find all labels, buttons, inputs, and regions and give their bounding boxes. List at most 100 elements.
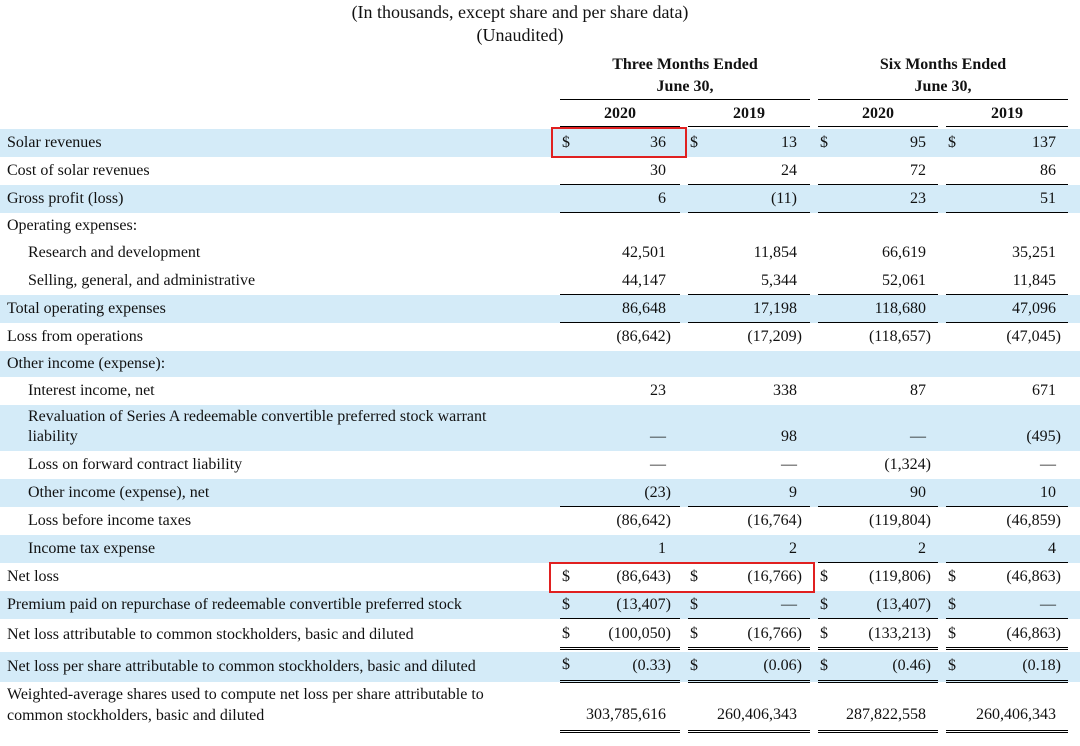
value-h-2019: 35,251 bbox=[1012, 244, 1056, 261]
period-line-1: Six Months Ended bbox=[879, 56, 1007, 73]
value-h-2020: — bbox=[910, 428, 926, 445]
value-q-2020: (100,050) bbox=[608, 625, 671, 642]
value-h-2020: 66,619 bbox=[882, 244, 926, 261]
value-h-2019: 86 bbox=[1040, 162, 1056, 179]
sum-rule bbox=[818, 562, 938, 563]
dollar-sign: $ bbox=[820, 625, 828, 642]
sum-rule bbox=[688, 322, 810, 323]
value-q-2020: — bbox=[650, 456, 666, 473]
row-label: Premium paid on repurchase of redeemable… bbox=[7, 596, 462, 613]
row-selling-general-admin: Selling, general, and administrative 44,… bbox=[0, 267, 1080, 295]
value-h-2020: (119,806) bbox=[868, 568, 931, 585]
sum-rule bbox=[946, 322, 1068, 323]
value-q-2019: (16,766) bbox=[747, 625, 802, 642]
year-header-q-2019: 2019 bbox=[733, 105, 765, 122]
value-h-2020: 287,822,558 bbox=[846, 706, 926, 723]
row-label: Interest income, net bbox=[28, 382, 155, 399]
row-label: Loss on forward contract liability bbox=[28, 456, 243, 473]
value-q-2019: 260,406,343 bbox=[717, 706, 797, 723]
value-h-2019: — bbox=[1040, 456, 1056, 473]
total-double-rule bbox=[946, 730, 1068, 733]
highlight-box-solar-revenues bbox=[551, 127, 687, 158]
row-loss-forward-contract: Loss on forward contract liability — — (… bbox=[0, 451, 1080, 479]
value-h-2019: 10 bbox=[1040, 484, 1056, 501]
dollar-sign: $ bbox=[690, 625, 698, 642]
value-h-2019: 11,845 bbox=[1012, 272, 1056, 289]
row-label: Net loss attributable to common stockhol… bbox=[7, 626, 414, 643]
row-label: Net loss per share attributable to commo… bbox=[7, 658, 476, 675]
year-rule bbox=[818, 126, 938, 127]
row-label: Loss from operations bbox=[7, 328, 143, 345]
row-revaluation-warrant-liability: Revaluation of Series A redeemable conve… bbox=[0, 405, 1080, 451]
row-label: Revaluation of Series A redeemable conve… bbox=[28, 408, 487, 425]
sum-rule bbox=[818, 294, 938, 295]
sum-rule bbox=[818, 212, 938, 213]
value-q-2020: 86,648 bbox=[622, 300, 666, 317]
row-label: Other income (expense): bbox=[7, 355, 166, 372]
total-double-rule bbox=[560, 647, 680, 650]
period-header-three-months: Three Months Ended June 30, bbox=[560, 54, 810, 98]
value-q-2019: (0.06) bbox=[763, 657, 802, 674]
value-h-2019: (46,863) bbox=[1006, 568, 1061, 585]
dollar-sign: $ bbox=[690, 134, 698, 151]
value-h-2019: 4 bbox=[1048, 540, 1056, 557]
value-h-2019: 47,096 bbox=[1012, 300, 1056, 317]
total-double-rule bbox=[560, 680, 680, 683]
row-label: Income tax expense bbox=[28, 540, 156, 557]
statement-subtitle: (In thousands, except share and per shar… bbox=[351, 2, 689, 22]
value-h-2020: 95 bbox=[910, 134, 926, 151]
row-cost-of-solar-revenues: Cost of solar revenues 30 24 72 86 bbox=[0, 157, 1080, 185]
year-header-h-2020: 2020 bbox=[862, 105, 894, 122]
row-label: Research and development bbox=[28, 244, 201, 261]
value-q-2020: (86,643) bbox=[616, 568, 671, 585]
row-label-continued: liability bbox=[28, 428, 78, 445]
row-solar-revenues: Solar revenues $ 36 $ 13 $ 95 $ 137 bbox=[0, 129, 1080, 157]
row-premium-paid-repurchase: Premium paid on repurchase of redeemable… bbox=[0, 591, 1080, 619]
value-q-2019: (16,764) bbox=[747, 512, 802, 529]
sum-rule bbox=[688, 618, 810, 619]
row-net-loss-attributable: Net loss attributable to common stockhol… bbox=[0, 620, 1080, 650]
value-q-2019: 13 bbox=[781, 134, 797, 151]
sum-rule bbox=[560, 506, 680, 507]
row-label: Cost of solar revenues bbox=[7, 162, 150, 179]
row-label: Total operating expenses bbox=[7, 300, 166, 317]
unaudited-note: (Unaudited) bbox=[476, 25, 564, 45]
value-q-2019: 11,854 bbox=[753, 244, 797, 261]
row-weighted-average-shares: Weighted-average shares used to compute … bbox=[0, 684, 1080, 732]
value-q-2019: 2 bbox=[789, 540, 797, 557]
value-q-2019: 9 bbox=[789, 484, 797, 501]
period-line-2: June 30, bbox=[656, 78, 714, 95]
total-double-rule bbox=[688, 647, 810, 650]
row-loss-before-taxes: Loss before income taxes (86,642) (16,76… bbox=[0, 507, 1080, 535]
sum-rule bbox=[946, 294, 1068, 295]
value-h-2020: 72 bbox=[910, 162, 926, 179]
dollar-sign: $ bbox=[562, 568, 570, 585]
row-label: Solar revenues bbox=[7, 134, 102, 151]
value-h-2020: 23 bbox=[910, 190, 926, 207]
dollar-sign: $ bbox=[690, 568, 698, 585]
value-h-2019: 260,406,343 bbox=[976, 706, 1056, 723]
total-double-rule bbox=[688, 730, 810, 733]
value-h-2020: 90 bbox=[910, 484, 926, 501]
dollar-sign: $ bbox=[820, 596, 828, 613]
dollar-sign: $ bbox=[562, 134, 570, 151]
value-h-2020: (0.46) bbox=[892, 657, 931, 674]
value-h-2019: (495) bbox=[1026, 428, 1061, 445]
dollar-sign: $ bbox=[948, 568, 956, 585]
sum-rule bbox=[946, 212, 1068, 213]
value-h-2019: (46,863) bbox=[1006, 625, 1061, 642]
period-rule bbox=[818, 99, 1068, 100]
year-rule bbox=[946, 126, 1068, 127]
value-h-2020: 118,680 bbox=[874, 300, 926, 317]
row-label-continued: common stockholders, basic and diluted bbox=[7, 707, 265, 724]
total-double-rule bbox=[818, 730, 938, 733]
sum-rule bbox=[946, 562, 1068, 563]
sum-rule bbox=[688, 212, 810, 213]
total-double-rule bbox=[560, 730, 680, 733]
value-q-2020: 303,785,616 bbox=[586, 706, 666, 723]
year-rule bbox=[560, 126, 680, 127]
row-interest-income: Interest income, net 23 338 87 671 bbox=[0, 377, 1080, 405]
value-q-2020: 1 bbox=[658, 540, 666, 557]
value-q-2019: 98 bbox=[781, 428, 797, 445]
period-line-1: Three Months Ended bbox=[612, 56, 758, 73]
